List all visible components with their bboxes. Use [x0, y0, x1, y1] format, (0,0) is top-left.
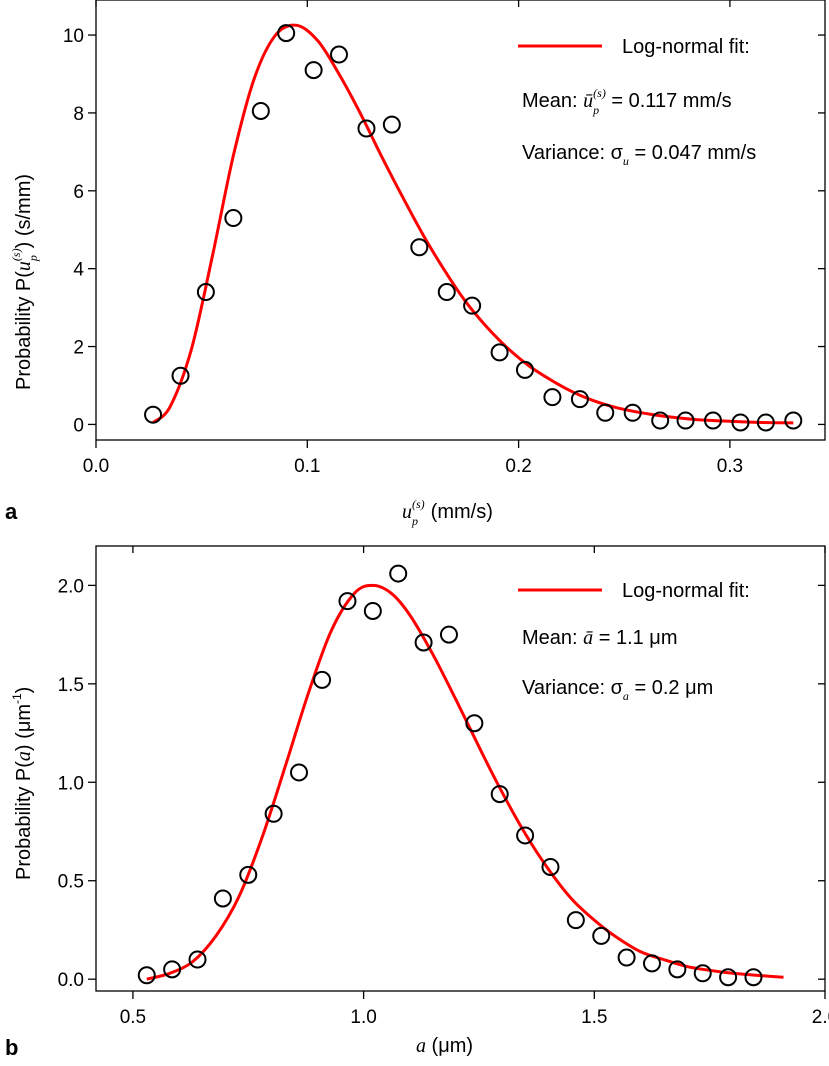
fit-curve-path — [146, 583, 784, 981]
legend-variance-b: Variance: σa = 0.2 μm — [522, 677, 713, 703]
panel-label-a: a — [5, 499, 18, 524]
legend-fit-label-a: Log-normal fit: — [622, 36, 750, 58]
data-point — [414, 633, 433, 652]
data-point — [617, 948, 636, 967]
data-point — [515, 360, 534, 379]
y-tick-label: 0 — [73, 415, 84, 436]
data-point — [463, 296, 482, 315]
data-point — [437, 283, 456, 302]
x-ticks-a: 0.0 0.1 0.2 0.3 — [83, 0, 743, 477]
data-point — [213, 889, 232, 908]
y-tick-label: 4 — [73, 260, 84, 281]
data-point — [543, 388, 562, 407]
x-tick-label: 0.2 — [505, 456, 531, 477]
x-tick-label: 0.5 — [120, 1007, 146, 1028]
data-point — [731, 413, 750, 432]
x-axis-label-a: up(s) (mm/s) — [402, 497, 493, 528]
data-point — [357, 119, 376, 138]
data-point — [651, 411, 670, 430]
data-point — [313, 670, 332, 689]
x-tick-label: 0.3 — [717, 456, 743, 477]
data-point — [363, 601, 382, 620]
x-axis-label-b: a (μm) — [416, 1035, 473, 1057]
data-point — [196, 283, 215, 302]
y-ticks-a: 0 2 4 6 8 10 — [63, 26, 825, 436]
data-point — [171, 366, 190, 385]
data-point — [251, 101, 270, 120]
data-point — [330, 45, 348, 64]
data-point — [596, 403, 615, 422]
y-tick-label: 6 — [73, 182, 84, 203]
data-point — [239, 865, 258, 884]
data-point — [224, 209, 243, 228]
y-tick-label: 10 — [63, 26, 84, 47]
data-point — [264, 804, 283, 823]
legend-mean-b: Mean: ā = 1.1 μm — [522, 627, 678, 649]
data-point — [566, 911, 585, 930]
data-point — [188, 950, 207, 969]
y-axis-label-b: Probability P(a) (μm-1) — [10, 687, 35, 880]
panel-b: 0.0 0.5 1.0 1.5 2.0 0.5 1.0 1.5 2.0 Log-normal … — [5, 545, 829, 1060]
data-point — [277, 24, 296, 43]
data-points-b — [137, 564, 763, 987]
data-point — [389, 564, 408, 583]
data-point — [541, 857, 560, 876]
fit-curve-b — [146, 583, 784, 981]
data-point — [338, 592, 357, 611]
data-point — [623, 403, 642, 422]
data-point — [410, 238, 429, 257]
data-point — [439, 625, 458, 644]
plot-frame-b — [95, 545, 826, 992]
data-point — [163, 960, 182, 979]
plot-frame-a — [95, 0, 826, 441]
data-point — [693, 964, 712, 983]
data-point — [570, 390, 589, 409]
y-tick-label: 2.0 — [58, 576, 84, 597]
x-tick-label: 2.0 — [812, 1007, 829, 1028]
data-point — [490, 785, 509, 804]
panel-label-b: b — [5, 1035, 18, 1060]
y-axis-label-a: Probability P(up(s)) (s/mm) — [9, 174, 40, 390]
x-tick-label: 1.5 — [581, 1007, 607, 1028]
x-ticks-b: 0.5 1.0 1.5 2.0 — [120, 546, 829, 1028]
fit-curve-path — [152, 23, 794, 425]
fit-curve-a — [152, 23, 794, 425]
y-tick-label: 0.5 — [58, 872, 84, 893]
legend-fit-label-b: Log-normal fit: — [622, 580, 750, 602]
legend-mean-a: Mean: ūp(s) = 0.117 mm/s — [522, 86, 732, 117]
data-point — [676, 411, 695, 430]
data-point — [290, 763, 309, 782]
legend-variance-a: Variance: σu = 0.047 mm/s — [522, 142, 756, 168]
data-points-a — [144, 24, 803, 432]
data-point — [144, 405, 163, 424]
y-tick-label: 2 — [73, 338, 84, 359]
data-point — [516, 826, 535, 845]
y-tick-label: 1.5 — [58, 675, 84, 696]
data-point — [382, 115, 401, 134]
data-point — [704, 411, 723, 430]
data-point — [668, 960, 687, 979]
data-point — [592, 926, 611, 945]
data-point — [490, 343, 509, 362]
x-tick-label: 1.0 — [350, 1007, 376, 1028]
y-tick-label: 0.0 — [58, 970, 84, 991]
y-tick-label: 1.0 — [58, 773, 84, 794]
x-tick-label: 0.0 — [83, 456, 109, 477]
panel-a: 0 2 4 6 8 10 0.0 0.1 0.2 0.3 Log-normal fit: Mea… — [5, 0, 826, 528]
data-point — [784, 411, 803, 430]
data-point — [744, 968, 763, 987]
x-tick-label: 0.1 — [294, 456, 320, 477]
y-tick-label: 8 — [73, 104, 84, 125]
data-point — [642, 954, 661, 973]
y-ticks-b: 0.0 0.5 1.0 1.5 2.0 — [58, 576, 825, 991]
data-point — [719, 968, 738, 987]
data-point — [137, 966, 156, 985]
data-point — [465, 714, 484, 733]
data-point — [304, 61, 323, 80]
data-point — [756, 413, 775, 432]
